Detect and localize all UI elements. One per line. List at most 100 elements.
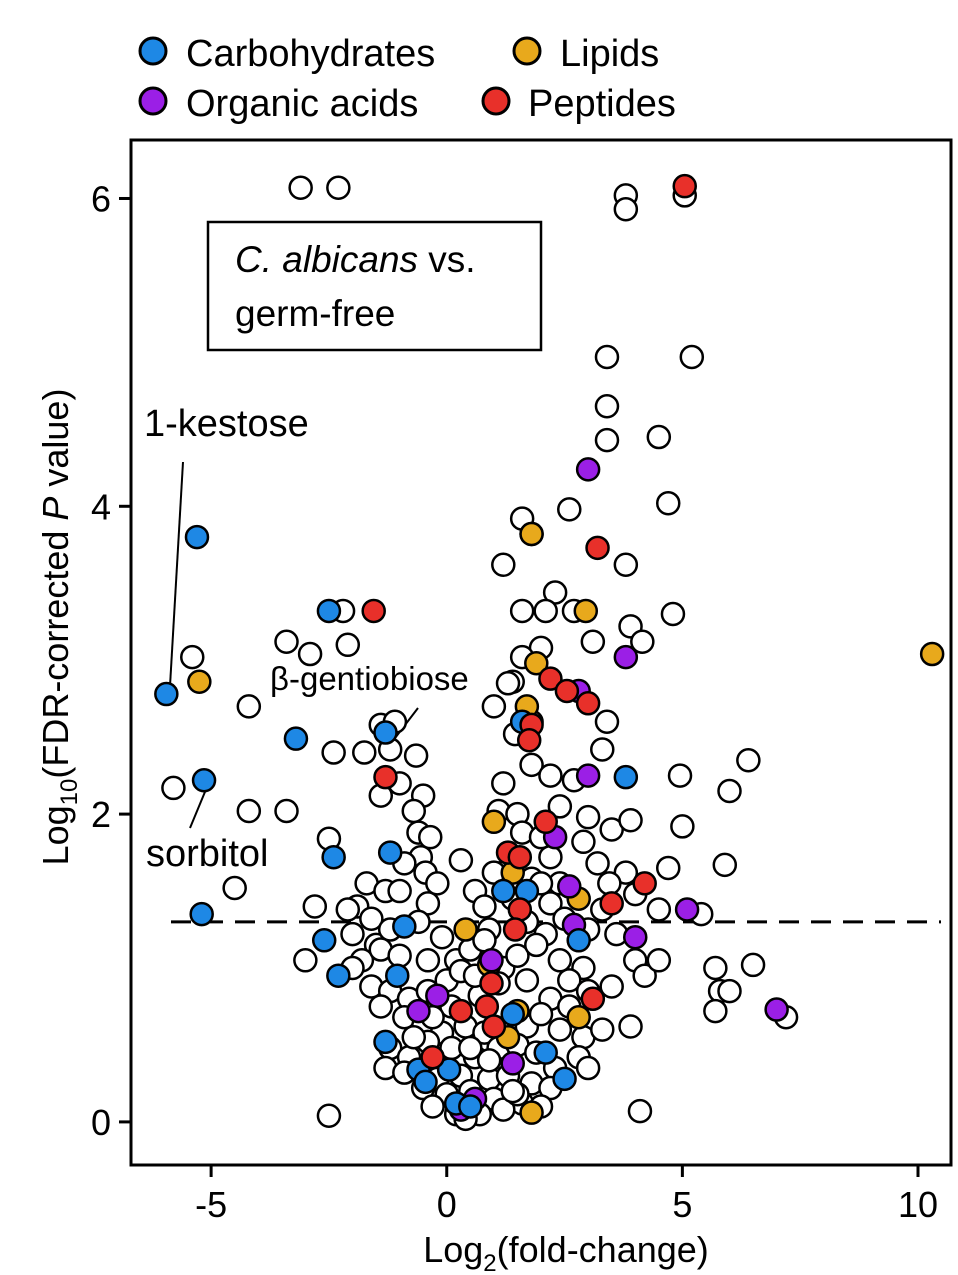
data-points (154, 173, 945, 1132)
legend-marker-carbohydrates (138, 36, 168, 66)
point-other (316, 1103, 342, 1129)
point-peptides (585, 535, 610, 561)
legend-label-organic-acids: Organic acids (186, 83, 418, 125)
annotation-beta-gentiobiose: β-gentiobiose (270, 660, 469, 697)
point-other (580, 629, 606, 654)
kestose-leader-line (169, 461, 184, 687)
point-other (340, 921, 365, 947)
point-peptides (538, 666, 563, 691)
point-other (660, 601, 686, 627)
title-vs: vs. (418, 239, 476, 280)
point-carbohydrates (377, 840, 403, 865)
point-other (712, 852, 738, 878)
point-carbohydrates (491, 878, 516, 904)
point-organic-acids (613, 644, 639, 670)
point-carbohydrates (385, 963, 410, 988)
point-other (538, 891, 563, 916)
point-other (519, 752, 544, 778)
point-other (590, 1017, 615, 1042)
point-other (547, 948, 573, 973)
point-other (161, 775, 186, 801)
point-carbohydrates (500, 1001, 525, 1027)
point-peptides (507, 897, 533, 922)
point-other (302, 894, 328, 919)
point-other (418, 824, 443, 850)
y-axis-title: Log10(FDR-corrected P value) (35, 389, 83, 866)
point-organic-acids (575, 457, 601, 482)
point-lipids (573, 598, 599, 624)
legend-label-peptides: Peptides (528, 83, 676, 125)
point-peptides (502, 917, 528, 942)
point-peptides (420, 1045, 445, 1070)
legend-item-organic-acids: Organic acids (138, 83, 418, 125)
point-other (321, 740, 346, 765)
point-other (514, 968, 540, 993)
point-other (387, 878, 412, 904)
point-carbohydrates (552, 1066, 577, 1092)
point-lipids (187, 669, 212, 694)
point-other (717, 978, 742, 1004)
point-carbohydrates (326, 963, 351, 988)
point-other (293, 948, 318, 973)
point-other (575, 804, 601, 830)
plot-frame (129, 138, 953, 1167)
x-title-rest: (fold-change) (497, 1229, 709, 1270)
point-other (627, 1098, 653, 1124)
point-other (571, 829, 596, 855)
point-other (613, 197, 639, 222)
annotation-sorbitol: sorbitol (146, 833, 269, 875)
point-other (646, 948, 672, 973)
point-other (547, 794, 573, 819)
y-title-subscript: 10 (56, 779, 83, 806)
y-tick-label: 6 (91, 178, 111, 219)
point-other (533, 598, 558, 624)
point-lipids (519, 521, 544, 547)
point-other (613, 552, 639, 578)
point-other (425, 871, 450, 896)
point-other (495, 671, 521, 696)
point-other (352, 740, 377, 765)
legend-marker-organic-acids (138, 86, 168, 116)
legend-label-carbohydrates: Carbohydrates (186, 33, 435, 75)
title-line-1: C. albicans vs. (235, 239, 476, 280)
point-peptides (632, 871, 657, 896)
point-other (717, 778, 742, 804)
point-other (703, 998, 728, 1024)
point-other (594, 709, 620, 735)
point-other (646, 897, 672, 922)
point-carbohydrates (191, 767, 217, 793)
point-other (547, 1017, 573, 1042)
point-other (236, 694, 262, 719)
point-other (505, 943, 530, 968)
axis-ticks: -5 0 5 10 0 2 4 6 (91, 178, 938, 1225)
point-other (599, 974, 624, 999)
legend-marker-lipids (512, 36, 542, 66)
point-other (646, 424, 672, 450)
point-other (491, 552, 516, 578)
point-other (236, 798, 262, 824)
point-peptides (599, 891, 624, 916)
title-line-2: germ-free (235, 293, 395, 334)
point-other (368, 994, 394, 1019)
point-other (736, 747, 761, 773)
annotation-1-kestose: 1-kestose (144, 403, 309, 445)
y-tick-label: 0 (91, 1102, 111, 1143)
y-title-p-italic: P (35, 497, 76, 521)
point-peptides (481, 1014, 507, 1039)
point-other (326, 175, 351, 200)
point-carbohydrates (316, 598, 342, 624)
point-other (557, 968, 582, 993)
point-other (420, 1094, 445, 1119)
point-organic-acids (425, 983, 450, 1008)
point-other (481, 694, 507, 719)
x-axis-title: Log2(fold-change) (423, 1229, 709, 1275)
point-other (403, 743, 429, 768)
title-species: C. albicans (235, 239, 418, 280)
point-other (180, 644, 205, 670)
point-other (597, 871, 622, 896)
point-lipids (524, 651, 549, 676)
x-title-log: Log (423, 1229, 483, 1270)
point-other (667, 763, 693, 788)
point-carbohydrates (458, 1094, 483, 1119)
